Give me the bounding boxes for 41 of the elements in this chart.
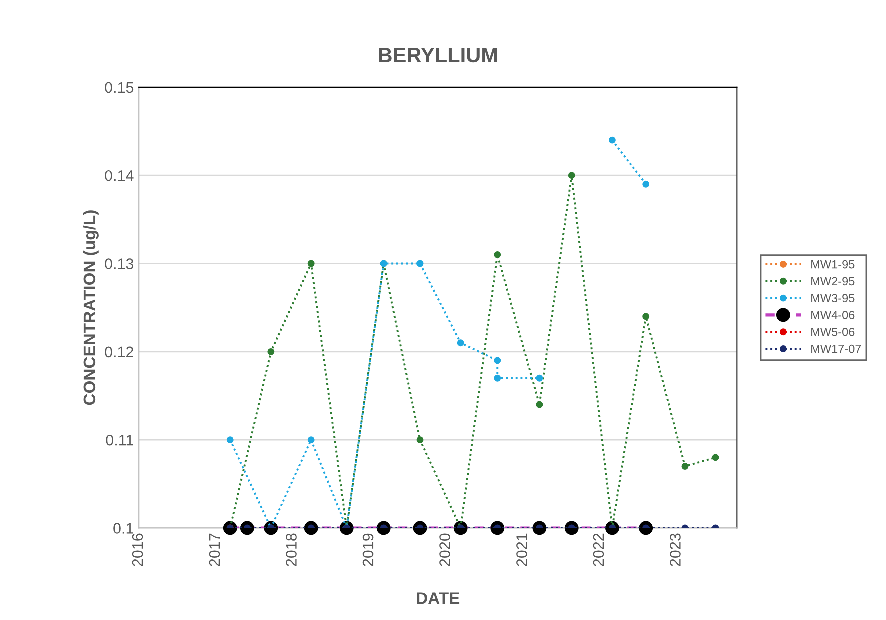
legend-label: MW3-95 [812,294,855,303]
point [682,463,689,470]
x-tick-label: 2020 [440,534,450,566]
y-tick-label: 0.13 [105,258,134,270]
point [536,401,544,408]
point [568,172,576,180]
legend-label: MW4-06 [812,311,855,320]
x-tick-label: 2021 [516,534,528,566]
x-tick-label: 2017 [209,534,220,566]
x-tick-label: 2016 [132,534,144,566]
point [308,260,315,268]
legend-label: MW17-07 [812,344,862,354]
point [308,436,315,444]
y-tick-label: 0.1 [114,523,134,534]
point [494,251,502,258]
legend-label: MW2-95 [812,277,855,286]
x-tick-label: 2018 [286,534,297,566]
y-tick-label: 0.12 [105,346,134,358]
point [608,136,616,144]
y-tick-label: 0.14 [105,170,134,182]
x-tick-label: 2019 [362,534,374,566]
point [226,436,234,444]
point [642,313,650,320]
y-tick-label: 0.11 [106,434,134,446]
point [712,454,720,462]
x-tick-label: 2023 [670,534,681,566]
y-tick-label: 0.15 [105,82,134,94]
chart-title: BERYLLIUM [379,48,498,63]
point [416,260,424,268]
point [494,357,502,364]
x-axis-title: DATE [417,592,460,604]
legend-label: MW5-06 [812,328,855,336]
point [268,348,275,356]
point [494,374,502,382]
point [457,340,464,347]
legend-label: MW1-95 [812,260,855,269]
x-tick-label: 2022 [593,534,604,566]
y-axis-title: CONCENTRATION (ug/L) [83,210,99,406]
point [642,180,650,188]
point [416,436,424,444]
point [536,374,544,382]
